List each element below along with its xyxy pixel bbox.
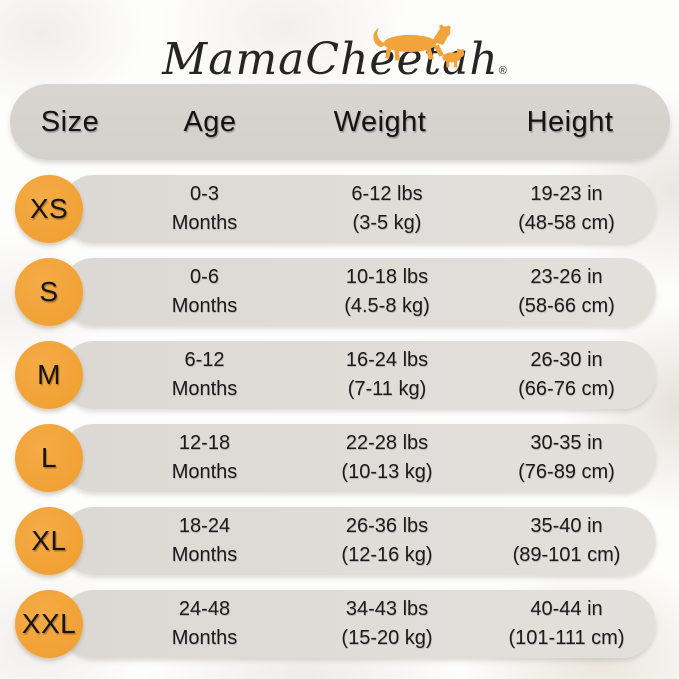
- age-value: 12-18: [178, 432, 231, 454]
- age-unit: Months: [171, 461, 238, 483]
- age-unit: Months: [171, 378, 238, 400]
- size-chart-table: Size Age Weight Height XS 0-3 Months 6-1…: [10, 84, 670, 658]
- weight-kg: (15-20 kg): [341, 627, 433, 649]
- weight-lbs: 16-24 lbs: [345, 349, 429, 371]
- height-cm: (48-58 cm): [518, 212, 615, 234]
- age-unit: Months: [171, 295, 238, 317]
- row-pill: 6-12 Months 16-24 lbs (7-11 kg) 26-30 in…: [60, 341, 656, 409]
- header-weight: Weight: [333, 105, 427, 138]
- size-badge: S: [15, 258, 83, 326]
- height-cell: 26-30 in (66-76 cm): [477, 346, 656, 404]
- row-pill: 18-24 Months 26-36 lbs (12-16 kg) 35-40 …: [60, 507, 656, 575]
- age-cell: 18-24 Months: [112, 512, 297, 570]
- header-height: Height: [526, 105, 614, 138]
- height-cm: (58-66 cm): [518, 295, 615, 317]
- height-in: 23-26 in: [530, 266, 603, 288]
- weight-lbs: 10-18 lbs: [345, 266, 429, 288]
- height-in: 35-40 in: [530, 515, 603, 537]
- height-in: 40-44 in: [530, 598, 603, 620]
- table-header-row: Size Age Weight Height: [10, 84, 670, 160]
- row-pill: 24-48 Months 34-43 lbs (15-20 kg) 40-44 …: [60, 590, 656, 658]
- row-pill: 0-3 Months 6-12 lbs (3-5 kg) 19-23 in (4…: [60, 175, 656, 243]
- weight-cell: 34-43 lbs (15-20 kg): [297, 595, 477, 653]
- age-value: 18-24: [178, 515, 231, 537]
- row-pill: 12-18 Months 22-28 lbs (10-13 kg) 30-35 …: [60, 424, 656, 492]
- age-unit: Months: [171, 544, 238, 566]
- age-unit: Months: [171, 212, 238, 234]
- table-row-xl: XL 18-24 Months 26-36 lbs (12-16 kg) 35-…: [10, 507, 670, 575]
- age-cell: 0-3 Months: [112, 180, 297, 238]
- age-cell: 6-12 Months: [112, 346, 297, 404]
- age-cell: 24-48 Months: [112, 595, 297, 653]
- table-row-s: S 0-6 Months 10-18 lbs (4.5-8 kg) 23-26 …: [10, 258, 670, 326]
- size-badge: L: [15, 424, 83, 492]
- weight-cell: 16-24 lbs (7-11 kg): [297, 346, 477, 404]
- table-row-xs: XS 0-3 Months 6-12 lbs (3-5 kg) 19-23 in…: [10, 175, 670, 243]
- weight-kg: (7-11 kg): [347, 378, 427, 400]
- height-in: 30-35 in: [530, 432, 603, 454]
- header-age: Age: [183, 105, 237, 138]
- height-cm: (101-111 cm): [508, 627, 625, 649]
- height-cell: 30-35 in (76-89 cm): [477, 429, 656, 487]
- weight-kg: (10-13 kg): [341, 461, 433, 483]
- size-badge: XS: [15, 175, 83, 243]
- age-value: 0-6: [190, 266, 219, 288]
- height-cell: 23-26 in (58-66 cm): [477, 263, 656, 321]
- weight-cell: 10-18 lbs (4.5-8 kg): [297, 263, 477, 321]
- table-row-xxl: XXL 24-48 Months 34-43 lbs (15-20 kg) 40…: [10, 590, 670, 658]
- height-in: 26-30 in: [530, 349, 603, 371]
- weight-lbs: 34-43 lbs: [345, 598, 429, 620]
- height-cm: (66-76 cm): [518, 378, 615, 400]
- registered-mark: ®: [498, 65, 507, 77]
- age-value: 0-3: [190, 183, 219, 205]
- weight-kg: (3-5 kg): [352, 212, 422, 234]
- height-cell: 35-40 in (89-101 cm): [477, 512, 656, 570]
- age-unit: Months: [171, 627, 238, 649]
- weight-lbs: 26-36 lbs: [345, 515, 429, 537]
- height-cm: (76-89 cm): [518, 461, 615, 483]
- weight-lbs: 6-12 lbs: [351, 183, 423, 205]
- weight-lbs: 22-28 lbs: [345, 432, 429, 454]
- header-size: Size: [40, 105, 100, 138]
- size-badge: XXL: [15, 590, 83, 658]
- brand-logo: MamaCheetah®: [0, 10, 679, 82]
- brand-name: MamaCheetah: [162, 34, 499, 85]
- height-in: 19-23 in: [530, 183, 603, 205]
- cheetah-icon: [373, 24, 465, 68]
- weight-kg: (4.5-8 kg): [344, 295, 430, 317]
- height-cell: 40-44 in (101-111 cm): [477, 595, 656, 653]
- size-badge: XL: [15, 507, 83, 575]
- age-value: 6-12: [184, 349, 225, 371]
- weight-kg: (12-16 kg): [341, 544, 433, 566]
- table-row-m: M 6-12 Months 16-24 lbs (7-11 kg) 26-30 …: [10, 341, 670, 409]
- age-cell: 0-6 Months: [112, 263, 297, 321]
- weight-cell: 22-28 lbs (10-13 kg): [297, 429, 477, 487]
- weight-cell: 26-36 lbs (12-16 kg): [297, 512, 477, 570]
- age-value: 24-48: [178, 598, 231, 620]
- age-cell: 12-18 Months: [112, 429, 297, 487]
- height-cm: (89-101 cm): [512, 544, 621, 566]
- height-cell: 19-23 in (48-58 cm): [477, 180, 656, 238]
- weight-cell: 6-12 lbs (3-5 kg): [297, 180, 477, 238]
- row-pill: 0-6 Months 10-18 lbs (4.5-8 kg) 23-26 in…: [60, 258, 656, 326]
- size-badge: M: [15, 341, 83, 409]
- table-row-l: L 12-18 Months 22-28 lbs (10-13 kg) 30-3…: [10, 424, 670, 492]
